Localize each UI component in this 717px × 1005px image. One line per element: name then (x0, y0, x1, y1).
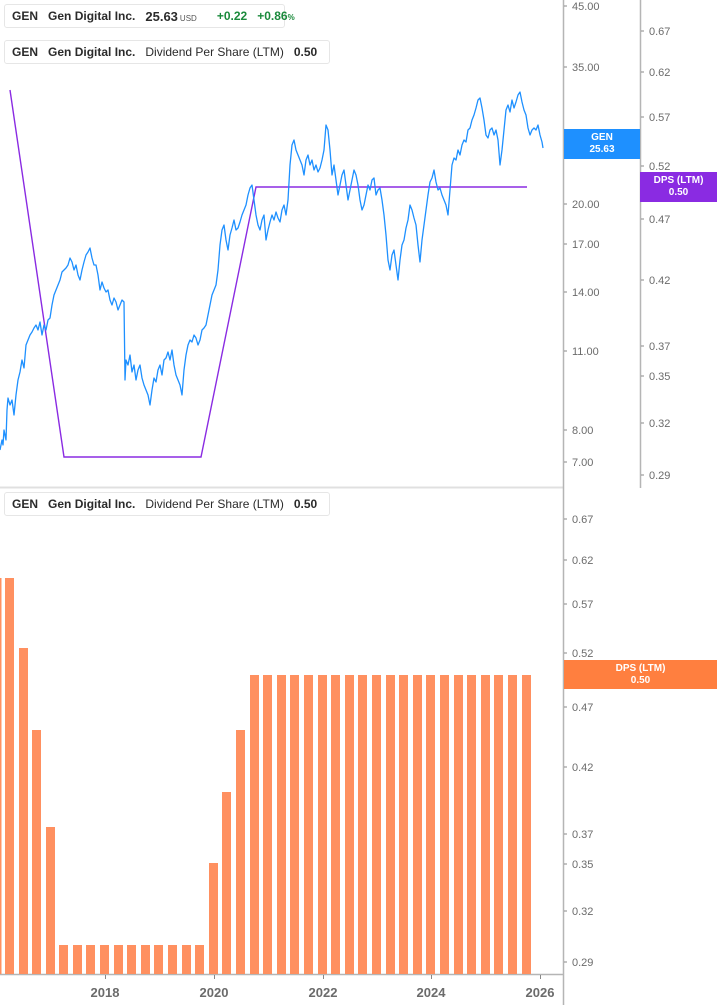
dps-badge-bottom: DPS (LTM) 0.50 (564, 660, 717, 689)
price-ticker: GEN (12, 9, 39, 23)
dps-axis-ticks-top: 0.67 0.62 0.57 0.52 0.47 0.42 0.37 0.35 … (641, 26, 670, 482)
svg-text:2020: 2020 (200, 985, 229, 1000)
price-badge: GEN 25.63 (564, 129, 640, 159)
svg-text:0.35: 0.35 (649, 371, 670, 383)
dps-bar-value: 0.50 (293, 497, 318, 511)
svg-text:0.57: 0.57 (649, 112, 670, 124)
dps-line (9, 89, 527, 458)
price-axis-ticks: 45.00 35.00 25.00 20.00 17.00 14.00 11.0… (564, 1, 600, 469)
svg-text:0.29: 0.29 (649, 470, 670, 482)
price-line (0, 91, 544, 451)
dps-bar-ticker: GEN (12, 497, 39, 511)
svg-text:0.37: 0.37 (572, 829, 593, 841)
price-value: 25.63 USD (145, 8, 197, 24)
svg-text:0.47: 0.47 (572, 702, 593, 714)
svg-text:2022: 2022 (309, 985, 338, 1000)
svg-text:45.00: 45.00 (572, 1, 600, 13)
dps-bars (0, 578, 531, 974)
dps-legend-bottom[interactable]: GEN Gen Digital Inc. Dividend Per Share … (4, 492, 330, 516)
price-company: Gen Digital Inc. (48, 9, 136, 23)
svg-text:0.67: 0.67 (649, 26, 670, 38)
svg-text:7.00: 7.00 (572, 457, 593, 469)
svg-text:14.00: 14.00 (572, 287, 600, 299)
svg-text:0.52: 0.52 (572, 648, 593, 660)
svg-text:0.62: 0.62 (649, 67, 670, 79)
x-axis-ticks: 2018 2020 2022 2024 2026 (91, 975, 555, 1000)
svg-text:20.00: 20.00 (572, 199, 600, 211)
dps-metric: Dividend Per Share (LTM) (145, 45, 284, 59)
svg-text:35.00: 35.00 (572, 62, 600, 74)
svg-text:0.42: 0.42 (649, 275, 670, 287)
svg-text:2024: 2024 (417, 985, 447, 1000)
svg-text:0.67: 0.67 (572, 514, 593, 526)
price-change-pct: +0.86% (257, 9, 295, 23)
svg-text:0.62: 0.62 (572, 555, 593, 567)
dps-bar-metric: Dividend Per Share (LTM) (145, 497, 284, 511)
dps-value: 0.50 (293, 45, 318, 59)
svg-text:0.35: 0.35 (572, 859, 593, 871)
svg-text:0.37: 0.37 (649, 341, 670, 353)
price-change: +0.22 (216, 9, 248, 23)
dps-ticker: GEN (12, 45, 39, 59)
price-legend[interactable]: GEN Gen Digital Inc. 25.63 USD +0.22 +0.8… (4, 4, 295, 28)
svg-text:11.00: 11.00 (572, 346, 599, 358)
svg-text:0.52: 0.52 (649, 161, 670, 173)
dps-axis-ticks-bottom: 0.67 0.62 0.57 0.52 0.47 0.42 0.37 0.35 … (564, 514, 593, 969)
svg-text:8.00: 8.00 (572, 425, 593, 437)
svg-text:17.00: 17.00 (572, 239, 600, 251)
dps-bar-company: Gen Digital Inc. (48, 497, 136, 511)
svg-text:0.42: 0.42 (572, 762, 593, 774)
svg-text:0.47: 0.47 (649, 214, 670, 226)
svg-text:2026: 2026 (526, 985, 555, 1000)
svg-text:0.57: 0.57 (572, 599, 593, 611)
svg-text:0.32: 0.32 (572, 906, 593, 918)
dps-legend-top[interactable]: GEN Gen Digital Inc. Dividend Per Share … (4, 40, 330, 64)
svg-text:0.32: 0.32 (649, 418, 670, 430)
svg-text:0.29: 0.29 (572, 957, 593, 969)
dps-company: Gen Digital Inc. (48, 45, 136, 59)
svg-text:2018: 2018 (91, 985, 120, 1000)
dps-badge-top: DPS (LTM) 0.50 (640, 172, 717, 202)
